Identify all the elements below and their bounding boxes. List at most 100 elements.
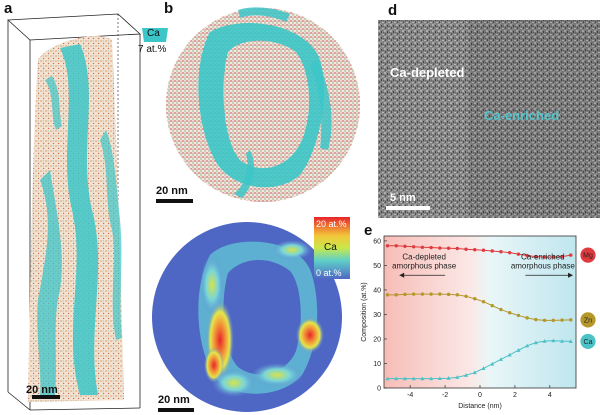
panel-c-scale-label: 20 nm	[158, 394, 190, 406]
annotation-left: Ca-depleted	[402, 252, 446, 261]
series-label-ca: Ca	[584, 339, 593, 346]
panel-e: 0 10 20 30 40 50 60 -4 -2 0 2 4 Distance (nm) Composi…	[352, 220, 600, 415]
data-point-mg	[420, 245, 425, 249]
series-label-badge-mg	[579, 246, 597, 264]
data-point-ca	[411, 376, 416, 381]
data-point-ca	[560, 338, 565, 343]
annotation-right: Ca-enriched	[521, 252, 565, 261]
data-point-zn	[560, 318, 564, 322]
panel-d-letter: d	[388, 2, 398, 19]
data-point-ca	[516, 348, 521, 352]
colorbar-bottom-label: 0 at.%	[316, 268, 342, 278]
plot-area	[384, 236, 576, 388]
panel-a-image	[7, 13, 141, 411]
panel-a-scale-bar	[32, 395, 60, 399]
panel-a-letter: a	[4, 0, 13, 17]
ca-enriched-label: Ca-enriched	[484, 108, 560, 123]
series-label-zn: Zn	[584, 317, 592, 324]
data-point-mg	[516, 252, 521, 256]
data-point-zn	[411, 292, 416, 296]
x-tick-label: 0	[478, 392, 482, 399]
data-point-ca	[551, 338, 556, 343]
data-point-zn	[394, 293, 398, 297]
data-point-zn	[446, 292, 451, 297]
series-label-badge-ca	[579, 333, 597, 350]
ca-legend-value: 7 at.%	[138, 44, 167, 55]
y-tick-label: 10	[373, 361, 381, 368]
data-point-zn	[499, 307, 503, 312]
panel-c-letter: c	[154, 216, 163, 233]
data-point-ca	[481, 366, 486, 370]
data-point-zn	[464, 294, 468, 299]
panel-d-scale-bar	[386, 206, 430, 210]
x-tick-label: 2	[513, 392, 517, 399]
y-tick-label: 60	[373, 238, 381, 245]
panel-c: c 20 at.% Ca 0 at.% 20 nm	[152, 215, 352, 415]
panel-a-scale-label: 20 nm	[26, 384, 58, 396]
data-point-ca	[507, 352, 512, 357]
data-point-mg	[551, 255, 556, 259]
annotation-left: amorphous phase	[392, 261, 457, 270]
data-point-zn	[481, 300, 486, 304]
panel-d-tem-image	[378, 20, 600, 218]
x-tick-label: -4	[407, 392, 413, 399]
data-point-zn	[420, 292, 425, 296]
series-line-ca	[387, 340, 571, 380]
data-point-mg	[385, 244, 390, 248]
data-point-zn	[569, 318, 573, 322]
panel-c-scale-bar	[158, 408, 194, 412]
ca-legend: Ca 7 at.%	[138, 26, 170, 66]
y-tick-label: 20	[373, 336, 381, 343]
data-point-zn	[507, 311, 512, 315]
data-point-zn	[429, 292, 433, 296]
panel-d-scale-label: 5 nm	[390, 192, 416, 204]
panel-a: a 20 nm	[0, 0, 145, 415]
data-point-zn	[551, 318, 556, 323]
data-point-ca	[498, 357, 503, 361]
data-point-zn	[455, 293, 460, 297]
data-point-mg	[534, 254, 538, 259]
panel-e-letter: e	[364, 222, 373, 239]
y-tick-label: 0	[377, 386, 381, 393]
data-point-ca	[568, 339, 573, 344]
arrow-left-head	[399, 272, 405, 278]
data-point-ca	[402, 376, 407, 381]
data-point-mg	[542, 255, 547, 259]
data-point-zn	[534, 317, 538, 322]
data-point-ca	[429, 376, 434, 381]
series-line-mg	[387, 245, 571, 258]
data-point-ca	[464, 373, 469, 377]
y-tick-label: 50	[373, 263, 381, 270]
arrow-right-head	[568, 272, 574, 278]
y-tick-label: 40	[373, 287, 381, 294]
panel-b: b 20 nm	[150, 0, 380, 215]
data-point-mg	[507, 250, 512, 255]
panel-b-letter: b	[164, 0, 174, 17]
data-point-zn	[490, 303, 494, 308]
colorbar-element-label: Ca	[324, 242, 337, 253]
series-line-zn	[387, 293, 571, 321]
ca-legend-swatch	[142, 28, 168, 42]
data-point-mg	[429, 245, 433, 250]
data-point-zn	[525, 316, 529, 320]
data-point-ca	[472, 370, 477, 375]
data-point-ca	[446, 375, 451, 380]
annotation-right: amorphous phase	[511, 261, 576, 270]
data-point-mg	[394, 244, 398, 248]
series-label-badge-zn	[579, 311, 597, 329]
data-point-ca	[394, 376, 399, 381]
data-point-mg	[499, 249, 503, 254]
data-point-mg	[569, 253, 573, 257]
y-axis-label: Composition (at.%)	[361, 282, 368, 342]
data-point-mg	[455, 246, 460, 251]
panel-c-heatmap	[152, 215, 352, 415]
data-point-zn	[438, 292, 442, 296]
data-point-mg	[446, 246, 451, 250]
data-point-zn	[385, 293, 390, 297]
composition-chart: 0 10 20 30 40 50 60 -4 -2 0 2 4 Distance (nm) Composi…	[361, 235, 597, 410]
data-point-mg	[411, 245, 416, 249]
panel-b-image	[166, 7, 360, 202]
data-point-zn	[542, 318, 547, 323]
panel-d: d Ca-depleted Ca-enriched 5 nm	[378, 0, 600, 218]
data-point-ca	[533, 340, 538, 345]
